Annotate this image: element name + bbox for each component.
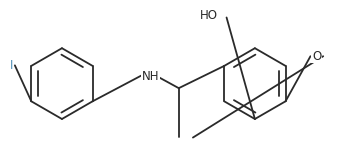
Text: I: I: [10, 59, 13, 72]
Text: HO: HO: [200, 9, 218, 22]
Text: NH: NH: [142, 69, 159, 83]
Text: O: O: [312, 50, 321, 63]
